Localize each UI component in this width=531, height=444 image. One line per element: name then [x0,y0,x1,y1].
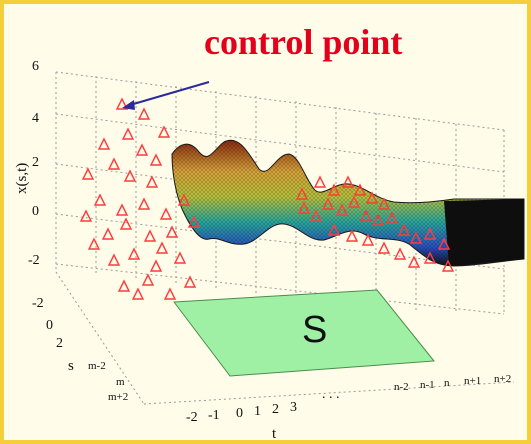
control-point-marker [135,143,149,156]
s-tick-label: 0 [46,318,53,333]
plane-label: S [302,309,327,351]
t-tick-label: 2 [272,402,279,417]
t-tick-label: 1 [254,404,261,419]
control-point-marker [341,175,355,188]
control-point-marker [361,233,375,246]
control-point-marker [107,253,121,266]
control-point-marker [321,197,335,210]
t-tick-label: . . . [322,387,340,402]
control-point-marker [183,275,197,288]
t-tick-label: n [444,377,450,389]
control-point-marker [87,237,101,250]
annotation-arrow [122,81,210,110]
s-axis-label: s [68,358,74,374]
control-point-marker [93,193,107,206]
control-point-marker [371,213,385,226]
control-point-marker [79,209,93,222]
z-tick-label: 4 [32,111,39,126]
control-point-marker [97,137,111,150]
control-point-marker [359,209,373,222]
z-tick-label: 6 [32,59,39,74]
control-point-marker [423,227,437,240]
control-point-marker [365,191,379,204]
t-tick-label: 3 [290,400,297,415]
t-tick-label: n-1 [420,379,435,391]
control-point-marker [393,247,407,260]
control-point-marker [149,259,163,272]
control-point-marker [335,203,349,216]
control-point-marker [143,229,157,242]
control-point-marker [177,193,191,206]
control-point-marker [441,259,455,272]
control-point-marker [407,255,421,268]
t-tick-label: n-2 [394,381,409,393]
control-point-marker [115,97,129,110]
t-axis: -2 -1 0 1 2 3 . . . n-2 n-1 n n+1 n+2 t [186,373,511,440]
control-point-marker [119,217,133,230]
s-axis: -2 0 2 m-2 m m+2 s [32,296,128,403]
control-point-marker [397,223,411,236]
annotation-text: control point [204,22,402,62]
control-point-marker [145,175,159,188]
control-point-marker [297,201,311,214]
control-point-marker [377,241,391,254]
control-point-marker [165,225,179,238]
control-point-marker [327,223,341,236]
control-point-marker [149,153,163,166]
control-point-marker [107,157,121,170]
z-tick-label: 2 [32,155,39,170]
control-point-marker [81,167,95,180]
t-tick-label: n+1 [464,375,481,387]
control-point-marker [377,197,391,210]
control-point-marker [295,187,309,200]
control-point-marker [163,287,177,300]
t-tick-label: 0 [236,406,243,421]
t-axis-label: t [272,426,277,440]
control-point-marker [123,169,137,182]
control-points [79,97,455,300]
control-point-marker [131,287,145,300]
control-point-marker [155,241,169,254]
control-point-marker [101,227,115,240]
chart-svg: 6 4 2 0 -2 x(s,t) S control point -2 0 2… [14,22,525,440]
s-tick-label: m [116,376,125,388]
control-point-marker [423,251,437,264]
plane-s [173,289,435,377]
control-point-marker [137,197,151,210]
z-tick-label: 0 [32,204,39,219]
control-point-marker [437,237,451,250]
control-point-marker [327,183,341,196]
control-point-marker [141,273,155,286]
control-point-marker [385,211,399,224]
control-point-marker [313,175,327,188]
control-point-marker [157,125,171,138]
control-point-marker [173,251,187,264]
z-tick-label: -2 [28,253,40,268]
t-tick-label: -1 [208,408,220,423]
control-point-marker [409,231,423,244]
control-point-marker [347,195,361,208]
control-point-marker [115,203,129,216]
t-tick-label: n+2 [494,373,511,385]
control-point-marker [345,229,359,242]
t-tick-label: -2 [186,410,198,425]
s-tick-label: -2 [32,296,44,311]
control-point-marker [353,183,367,196]
control-point-marker [137,107,151,120]
z-axis: 6 4 2 0 -2 x(s,t) [14,59,40,268]
s-tick-label: m+2 [108,391,128,403]
control-point-marker [127,247,141,260]
control-point-marker [309,209,323,222]
z-axis-label: x(s,t) [14,163,30,194]
control-point-marker [117,279,131,292]
s-tick-label: m-2 [88,360,106,372]
surface [171,139,525,267]
s-tick-label: 2 [56,336,63,351]
control-point-marker [121,127,135,140]
control-point-marker [159,207,173,220]
control-point-marker [187,215,201,228]
